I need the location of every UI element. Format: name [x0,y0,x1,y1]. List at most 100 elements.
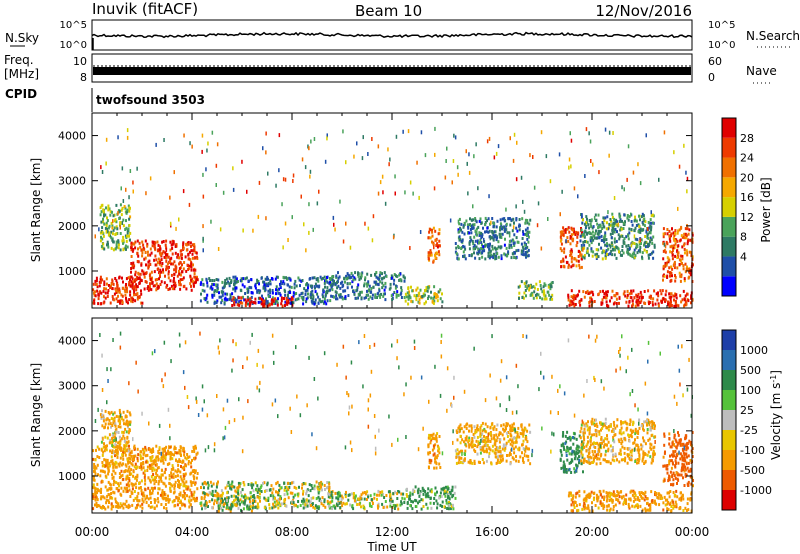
data-cell [685,234,688,238]
data-cell [129,413,132,417]
data-cell [109,286,112,289]
data-cell [180,256,183,260]
data-cell [499,246,502,250]
data-cell [160,473,163,477]
data-cell [186,494,188,498]
data-cell [125,477,128,481]
data-cell [121,239,124,243]
data-cell [682,267,685,271]
data-cell [448,503,451,507]
data-cell [545,154,548,159]
data-cell [208,491,211,495]
data-cell [268,506,271,510]
data-cell [436,454,439,458]
data-cell [111,295,114,298]
data-cell [433,437,436,441]
data-cell [388,287,391,291]
colorbar-swatch [722,216,736,237]
data-cell [177,269,180,273]
data-cell [523,448,526,451]
data-cell [653,243,656,247]
data-cell [118,299,121,303]
data-cell [115,245,118,249]
data-cell [310,299,313,303]
data-cell [376,292,379,296]
data-cell [188,202,191,207]
data-cell [144,482,147,486]
data-cell [103,222,106,226]
data-cell [584,240,586,243]
data-cell [497,144,500,149]
data-cell [559,230,562,234]
data-cell [643,241,646,245]
data-cell [139,504,142,508]
data-cell [155,468,158,472]
data-cell [567,226,570,230]
data-cell [377,489,380,493]
data-cell [686,189,688,194]
data-cell [457,228,460,232]
data-cell [367,280,370,284]
data-cell [430,253,433,257]
data-cell [670,265,673,269]
data-cell [211,279,214,282]
data-cell [174,245,177,248]
data-cell [344,295,347,299]
data-cell [394,191,396,196]
nsky-label: N.Sky [5,31,39,45]
data-cell [105,498,108,502]
data-cell [182,446,185,450]
colorbar-frame [721,117,737,297]
data-cell [125,430,128,434]
data-cell [102,210,105,214]
data-cell [351,504,354,508]
data-cell [526,250,529,254]
data-cell [346,286,349,290]
data-cell [294,493,297,497]
data-cell [216,501,218,505]
data-cell [277,506,280,510]
data-cell [662,249,665,253]
data-cell [501,433,504,437]
data-cell [177,485,180,488]
data-cell [257,280,260,283]
data-cell [164,243,167,247]
data-cell [207,486,210,490]
data-cell [170,256,173,260]
data-cell [145,448,148,452]
data-cell [606,304,609,308]
data-cell [272,494,275,498]
data-cell [644,245,647,249]
data-cell [624,220,626,224]
data-cell [108,231,111,235]
data-cell [335,294,338,298]
data-cell [237,280,239,283]
data-cell [469,236,472,240]
data-cell [115,288,118,292]
data-cell [424,153,427,158]
data-cell [153,270,156,274]
data-cell [640,293,643,297]
data-cell [161,459,164,462]
data-cell [432,436,435,440]
data-cell [605,221,608,225]
data-cell [665,263,668,267]
data-cell [381,272,383,276]
data-cell [200,292,202,296]
data-cell [492,225,495,229]
data-cell [247,298,250,302]
data-cell [518,291,521,295]
data-cell [313,285,316,289]
data-cell [240,508,242,512]
data-cell [468,443,471,447]
data-cell [641,295,644,299]
data-cell [114,424,117,428]
data-cell [263,302,266,306]
data-cell [615,246,618,250]
data-cell [119,447,121,451]
data-cell [183,453,186,457]
data-cell [665,289,668,293]
data-cell [160,264,163,268]
data-cell [149,480,152,484]
data-cell [627,304,630,308]
